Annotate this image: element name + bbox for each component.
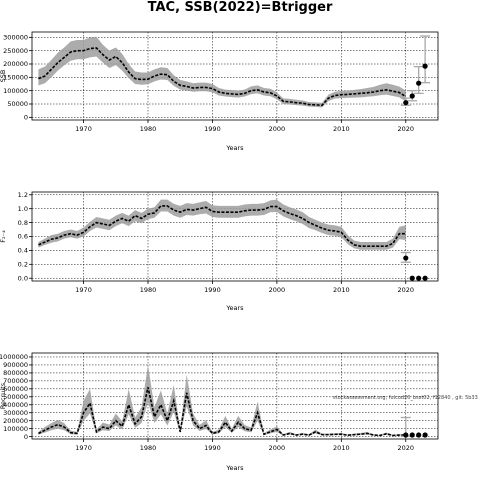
y-tick-label: 0.6 xyxy=(18,233,28,241)
x-tick-label: 2010 xyxy=(333,125,350,133)
y-tick-label: 1.2 xyxy=(18,191,28,199)
y-tick-label: 0.0 xyxy=(18,274,28,282)
y-tick-label: 0.8 xyxy=(18,219,28,227)
y-tick-label: 700000 xyxy=(3,377,28,385)
forecast-point xyxy=(403,255,409,261)
x-tick-label: 2000 xyxy=(269,444,286,452)
y-tick-label: 0 xyxy=(24,114,28,122)
x-tick-label: 1970 xyxy=(75,125,92,133)
y-tick-label: 150000 xyxy=(3,74,28,82)
x-tick-label: 2000 xyxy=(269,286,286,294)
forecast-point xyxy=(409,432,415,438)
y-tick-label: 100000 xyxy=(3,425,28,433)
x-tick-label: 2000 xyxy=(269,125,286,133)
y-tick-label: 100000 xyxy=(3,87,28,95)
y-tick-label: 400000 xyxy=(3,401,28,409)
x-tick-label: 1970 xyxy=(75,286,92,294)
y-tick-label: 300000 xyxy=(3,409,28,417)
confidence-band xyxy=(38,199,406,250)
y-tick-label: 500000 xyxy=(3,393,28,401)
x-tick-label: 2020 xyxy=(398,125,415,133)
y-tick-label: 800000 xyxy=(3,369,28,377)
forecast-point xyxy=(403,432,409,438)
plot-frame-1 xyxy=(31,31,439,121)
y-axis-label: F₂₋₄ xyxy=(0,230,7,243)
plot-frame-3 xyxy=(31,352,439,440)
x-tick-label: 2010 xyxy=(333,286,350,294)
x-tick-label: 1980 xyxy=(140,444,157,452)
confidence-band xyxy=(38,36,406,108)
forecast-point xyxy=(409,93,415,99)
forecast-point xyxy=(422,63,428,69)
y-tick-label: 200000 xyxy=(3,417,28,425)
x-tick-label: 1990 xyxy=(204,286,221,294)
y-tick-label: 1.0 xyxy=(18,205,28,213)
watermark-text: stockassessment.org, fulcod20_bsst02, f1… xyxy=(333,395,478,401)
x-tick-label: 1990 xyxy=(204,125,221,133)
x-tick-label: 1980 xyxy=(140,125,157,133)
forecast-point xyxy=(422,275,428,281)
x-axis-label: Years xyxy=(225,304,244,312)
forecast-point xyxy=(403,100,409,106)
x-tick-label: 1990 xyxy=(204,444,221,452)
y-tick-label: 250000 xyxy=(3,47,28,55)
page-title: TAC, SSB(2022)=Btrigger xyxy=(147,0,333,15)
x-tick-label: 1970 xyxy=(75,444,92,452)
y-tick-label: 1000000 xyxy=(0,353,28,361)
y-tick-label: 900000 xyxy=(3,361,28,369)
y-axis-label: Recruits xyxy=(0,382,7,409)
y-tick-label: 0.2 xyxy=(18,261,28,269)
y-tick-label: 0.4 xyxy=(18,247,28,255)
forecast-point xyxy=(416,275,422,281)
y-tick-label: 600000 xyxy=(3,385,28,393)
y-axis-label: SSB xyxy=(0,70,7,83)
x-axis-label: Years xyxy=(225,464,244,472)
forecast-point xyxy=(422,432,428,438)
x-tick-label: 2020 xyxy=(398,444,415,452)
y-tick-label: 0 xyxy=(24,433,28,441)
estimate-line xyxy=(38,205,406,248)
x-axis-label: Years xyxy=(225,144,244,152)
estimate-line xyxy=(38,47,407,107)
x-tick-label: 2020 xyxy=(398,286,415,294)
estimate-line xyxy=(38,387,406,437)
y-tick-label: 50000 xyxy=(7,100,28,108)
x-tick-label: 1980 xyxy=(140,286,157,294)
forecast-point xyxy=(416,432,422,438)
y-tick-label: 200000 xyxy=(3,60,28,68)
x-tick-label: 2010 xyxy=(333,444,350,452)
forecast-point xyxy=(416,80,422,86)
forecast-point xyxy=(409,275,415,281)
y-tick-label: 300000 xyxy=(3,34,28,42)
